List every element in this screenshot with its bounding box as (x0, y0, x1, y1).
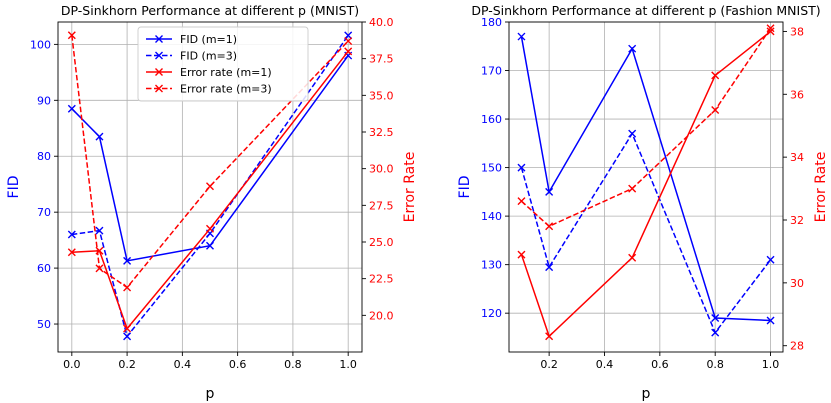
y-tick-label-left: 50 (37, 318, 51, 331)
data-point-marker (123, 332, 132, 341)
data-point-marker (95, 132, 104, 141)
y-tick-label-right: 34 (790, 151, 804, 164)
data-point-marker (206, 182, 214, 191)
y-tick-label-right: 36 (790, 88, 804, 101)
y-tick-label-left: 180 (481, 16, 502, 29)
data-point-marker (123, 283, 132, 292)
x-tick-label: 0.4 (596, 358, 614, 371)
y-tick-label-left: 130 (481, 259, 502, 272)
data-point-marker (123, 324, 132, 333)
chart-title: DP-Sinkhorn Performance at different p (… (471, 3, 820, 18)
x-axis-label: p (642, 386, 651, 402)
y-tick-label-left: 60 (37, 262, 51, 275)
data-point-marker (517, 163, 526, 172)
data-point-marker (95, 264, 104, 273)
y-tick-label-left: 160 (481, 113, 502, 126)
data-point-marker (545, 187, 554, 196)
x-tick-label: 0.4 (174, 358, 192, 371)
series-line (520, 131, 772, 335)
x-tick-label: 0.2 (118, 358, 136, 371)
data-point-marker (545, 332, 554, 341)
data-point-marker (67, 104, 76, 113)
data-point-marker (711, 314, 720, 323)
x-tick-label: 0.8 (706, 358, 724, 371)
y-tick-label-left: 90 (37, 94, 51, 107)
x-tick-label: 1.0 (339, 358, 357, 371)
legend-label: Error rate (m=3) (180, 83, 272, 96)
legend-swatch-marker (155, 35, 163, 43)
y-tick-label-right: 32.5 (369, 126, 394, 139)
data-point-marker (344, 37, 353, 46)
data-point-marker (95, 226, 104, 235)
y-tick-label-left: 150 (481, 162, 502, 175)
data-point-marker (517, 197, 526, 206)
legend-label: Error rate (m=1) (180, 66, 272, 79)
y-axis-label-right: Error Rate (402, 152, 418, 223)
y-tick-label-left: 70 (37, 206, 51, 219)
legend-swatch-marker (155, 51, 163, 60)
data-point-marker (766, 255, 775, 264)
data-point-marker (67, 230, 76, 239)
y-tick-label-right: 22.5 (369, 273, 394, 286)
y-tick-label-right: 35.0 (369, 89, 394, 102)
series-line (520, 36, 771, 322)
data-point-marker (545, 222, 554, 231)
x-tick-label: 0.6 (229, 358, 247, 371)
data-point-marker (517, 32, 526, 41)
legend-box (137, 26, 309, 102)
data-point-marker (628, 184, 637, 193)
y-axis-label-left: FID (457, 176, 473, 199)
y-tick-label-left: 170 (481, 65, 502, 78)
y-tick-label-right: 25.0 (369, 236, 394, 249)
y-tick-label-right: 38 (790, 25, 804, 38)
data-point-marker (628, 253, 637, 262)
y-tick-label-right: 27.5 (369, 199, 394, 212)
data-point-marker (711, 328, 720, 337)
y-tick-label-right: 20.0 (369, 309, 394, 322)
x-tick-label: 1.0 (762, 358, 780, 371)
data-point-marker (545, 263, 554, 272)
data-point-marker (67, 31, 76, 40)
x-tick-label: 0.0 (63, 358, 81, 371)
y-tick-label-left: 100 (30, 38, 51, 51)
y-tick-label-left: 80 (37, 150, 51, 163)
data-point-marker (628, 129, 637, 138)
chart-title: DP-Sinkhorn Performance at different p (… (61, 3, 359, 18)
data-point-marker (123, 256, 132, 265)
y-tick-label-right: 32 (790, 214, 804, 227)
y-tick-label-right: 37.5 (369, 53, 394, 66)
y-tick-label-left: 120 (481, 307, 502, 320)
y-tick-label-right: 30.0 (369, 163, 394, 176)
x-axis-label: p (206, 386, 215, 402)
y-tick-label-right: 30 (790, 277, 804, 290)
series-line (520, 27, 772, 228)
y-axis-label-right: Error Rate (813, 152, 829, 223)
data-point-marker (206, 241, 214, 250)
legend-label: FID (m=1) (180, 33, 237, 46)
x-tick-label: 0.8 (284, 358, 302, 371)
legend-swatch-marker (155, 84, 163, 93)
data-point-marker (67, 248, 76, 257)
y-tick-label-left: 140 (481, 210, 502, 223)
data-point-marker (206, 224, 214, 233)
y-tick-label-right: 28 (790, 340, 804, 353)
data-point-marker (766, 316, 775, 325)
legend-swatch-marker (155, 68, 163, 76)
data-point-marker (766, 27, 775, 36)
y-tick-label-right: 40.0 (369, 16, 394, 29)
x-tick-label: 0.6 (651, 358, 669, 371)
data-point-marker (711, 106, 720, 114)
series-line (520, 30, 772, 338)
data-point-marker (711, 71, 720, 80)
plot-frame (57, 21, 363, 353)
data-point-marker (344, 47, 353, 56)
legend-label: FID (m=3) (180, 50, 237, 63)
y-axis-label-left: FID (6, 176, 22, 199)
data-point-marker (628, 44, 637, 53)
x-tick-label: 0.2 (540, 358, 558, 371)
data-point-marker (517, 250, 526, 259)
data-point-marker (766, 24, 775, 33)
plot-frame (508, 21, 784, 353)
